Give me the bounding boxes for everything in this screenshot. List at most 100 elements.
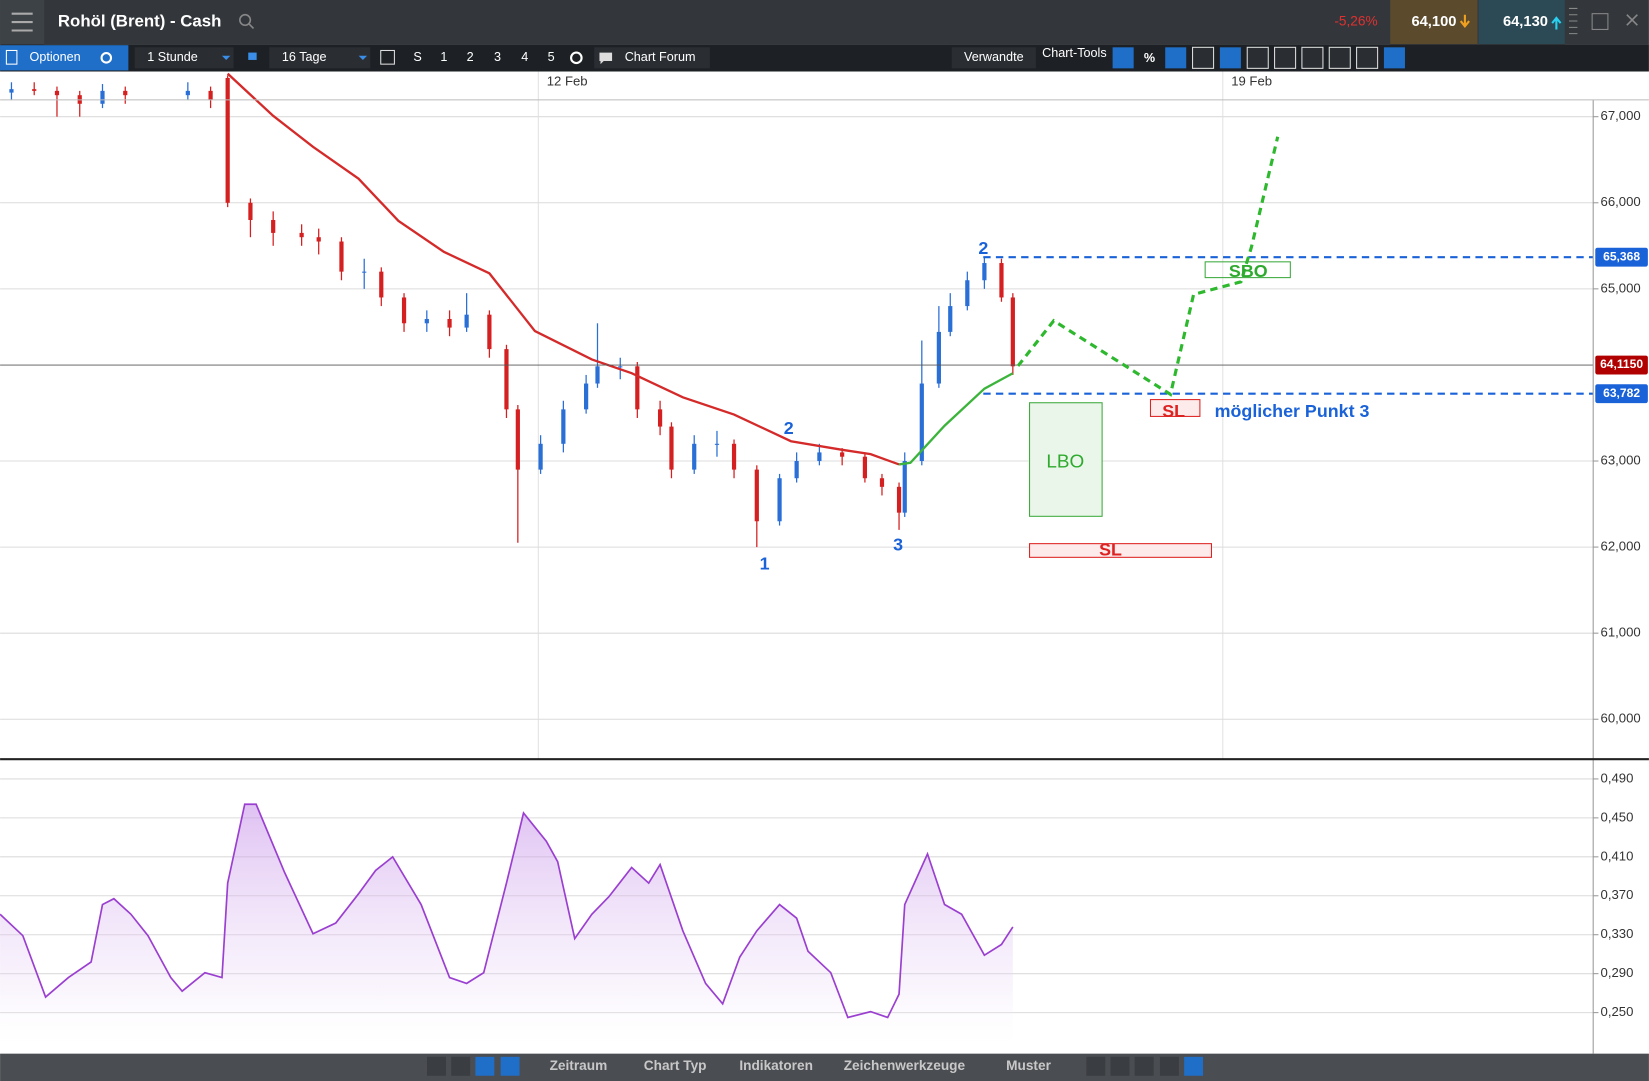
- candle-body: [379, 271, 384, 298]
- candle-body: [464, 314, 469, 328]
- range-button[interactable]: 5: [548, 50, 555, 64]
- footer-tab[interactable]: Muster: [1006, 1058, 1051, 1073]
- footer-button[interactable]: [475, 1056, 495, 1076]
- range-button[interactable]: 1: [440, 50, 447, 64]
- lbo-label: LBO: [1046, 452, 1084, 473]
- footer-button[interactable]: [500, 1056, 520, 1076]
- candle-body: [635, 366, 640, 410]
- lbo-box: [1029, 402, 1103, 517]
- tool-button[interactable]: [1246, 46, 1269, 69]
- sbo-box: [1204, 261, 1291, 279]
- indicator-fill: [0, 804, 1013, 1052]
- zoom-out[interactable]: [1110, 1056, 1130, 1076]
- arrow-down: [1459, 14, 1470, 28]
- dropdown-arrow: [358, 55, 368, 60]
- footer-tab[interactable]: Chart Typ: [644, 1058, 707, 1073]
- candle-body: [669, 426, 674, 470]
- settings-icon[interactable]: [570, 51, 583, 65]
- candle-body: [447, 318, 452, 328]
- candle-body: [54, 90, 60, 96]
- candle-body: [862, 456, 868, 479]
- candle-body: [362, 271, 367, 273]
- forum-icon: [599, 52, 613, 65]
- calendar-icon[interactable]: [380, 49, 395, 65]
- candle-body: [208, 90, 213, 100]
- tool-button[interactable]: [1383, 47, 1405, 69]
- wave-label: 3: [893, 534, 903, 554]
- range-button[interactable]: 4: [521, 50, 528, 64]
- range-button[interactable]: S: [413, 50, 421, 64]
- lock-icon[interactable]: [248, 52, 257, 60]
- buy-price: 64,130: [1503, 14, 1548, 30]
- candle-body: [515, 409, 520, 470]
- tool-button[interactable]: [1219, 47, 1241, 69]
- candle-body: [271, 219, 276, 233]
- candle-body: [504, 349, 509, 410]
- footer-tab[interactable]: Indikatoren: [739, 1058, 813, 1073]
- footer-tab[interactable]: Zeichenwerkzeuge: [844, 1058, 966, 1073]
- buy-button[interactable]: [1478, 0, 1565, 45]
- level-tag: [1595, 247, 1648, 267]
- candle-body: [401, 297, 407, 324]
- candle-body: [299, 232, 304, 238]
- range-button[interactable]: 3: [494, 50, 501, 64]
- window-button[interactable]: [1591, 13, 1609, 30]
- forum-button[interactable]: [594, 47, 710, 69]
- sl-label: SL: [1162, 401, 1185, 421]
- wave-label: 1: [760, 553, 770, 573]
- tool-button[interactable]: [1274, 46, 1297, 69]
- footer-button[interactable]: [451, 1056, 471, 1076]
- related-button[interactable]: [951, 47, 1036, 69]
- candle-body: [692, 443, 697, 470]
- y-tick-label: 60,000: [1601, 711, 1641, 726]
- candle-body: [185, 90, 190, 96]
- footer-button[interactable]: [427, 1056, 446, 1076]
- candle-body: [248, 202, 253, 220]
- level-label: 65,368: [1603, 249, 1640, 263]
- y-tick-label: 62,000: [1601, 539, 1641, 554]
- sell-button[interactable]: [1390, 0, 1478, 45]
- menu-icon: [11, 12, 33, 32]
- candle-body: [902, 461, 907, 513]
- range-label: 16 Tage: [282, 50, 327, 64]
- candle-body: [487, 314, 492, 350]
- moving-average: [226, 72, 900, 466]
- sl-label: SL: [1099, 540, 1122, 560]
- footer-button[interactable]: [1184, 1056, 1204, 1076]
- dropdown-arrow: [221, 55, 231, 60]
- change: -5,26%: [1334, 14, 1377, 29]
- sbo-label: SBO: [1229, 261, 1268, 281]
- candle-body: [225, 77, 230, 203]
- tool-button[interactable]: [1165, 47, 1187, 69]
- candle-body: [1010, 297, 1015, 367]
- candle-body: [948, 306, 953, 332]
- range-button[interactable]: 2: [467, 50, 474, 64]
- zoom-in[interactable]: [1134, 1056, 1154, 1076]
- instrument-title: Rohöl (Brent) - Cash: [58, 12, 221, 31]
- interval-select[interactable]: [134, 47, 234, 69]
- range-select[interactable]: [269, 47, 371, 69]
- wave-label: 2: [978, 238, 988, 258]
- search-icon[interactable]: [239, 13, 252, 27]
- tool-button[interactable]: [1192, 46, 1215, 69]
- y-tick-label: 0,490: [1601, 770, 1634, 785]
- tool-button[interactable]: [1301, 46, 1324, 69]
- wave-label: 2: [784, 418, 794, 438]
- options-button[interactable]: [0, 45, 129, 71]
- candle-body: [100, 90, 105, 104]
- candle-body: [595, 366, 600, 384]
- indicator-line: [0, 803, 1014, 1019]
- tool-button[interactable]: [1356, 46, 1379, 69]
- zoom-button[interactable]: [1086, 1056, 1106, 1076]
- footer-tab[interactable]: Zeitraum: [550, 1058, 608, 1073]
- candle-body: [919, 383, 924, 462]
- crosshair[interactable]: [1159, 1056, 1179, 1076]
- y-tick-label: 0,370: [1601, 887, 1634, 902]
- settings-icon: [100, 52, 113, 64]
- percent-button[interactable]: %: [1144, 51, 1155, 65]
- tool-button[interactable]: [1112, 47, 1134, 69]
- tool-button[interactable]: [1328, 46, 1351, 69]
- moving-average: [898, 372, 1014, 466]
- close-button[interactable]: [1626, 14, 1638, 26]
- handle: [1569, 7, 1578, 35]
